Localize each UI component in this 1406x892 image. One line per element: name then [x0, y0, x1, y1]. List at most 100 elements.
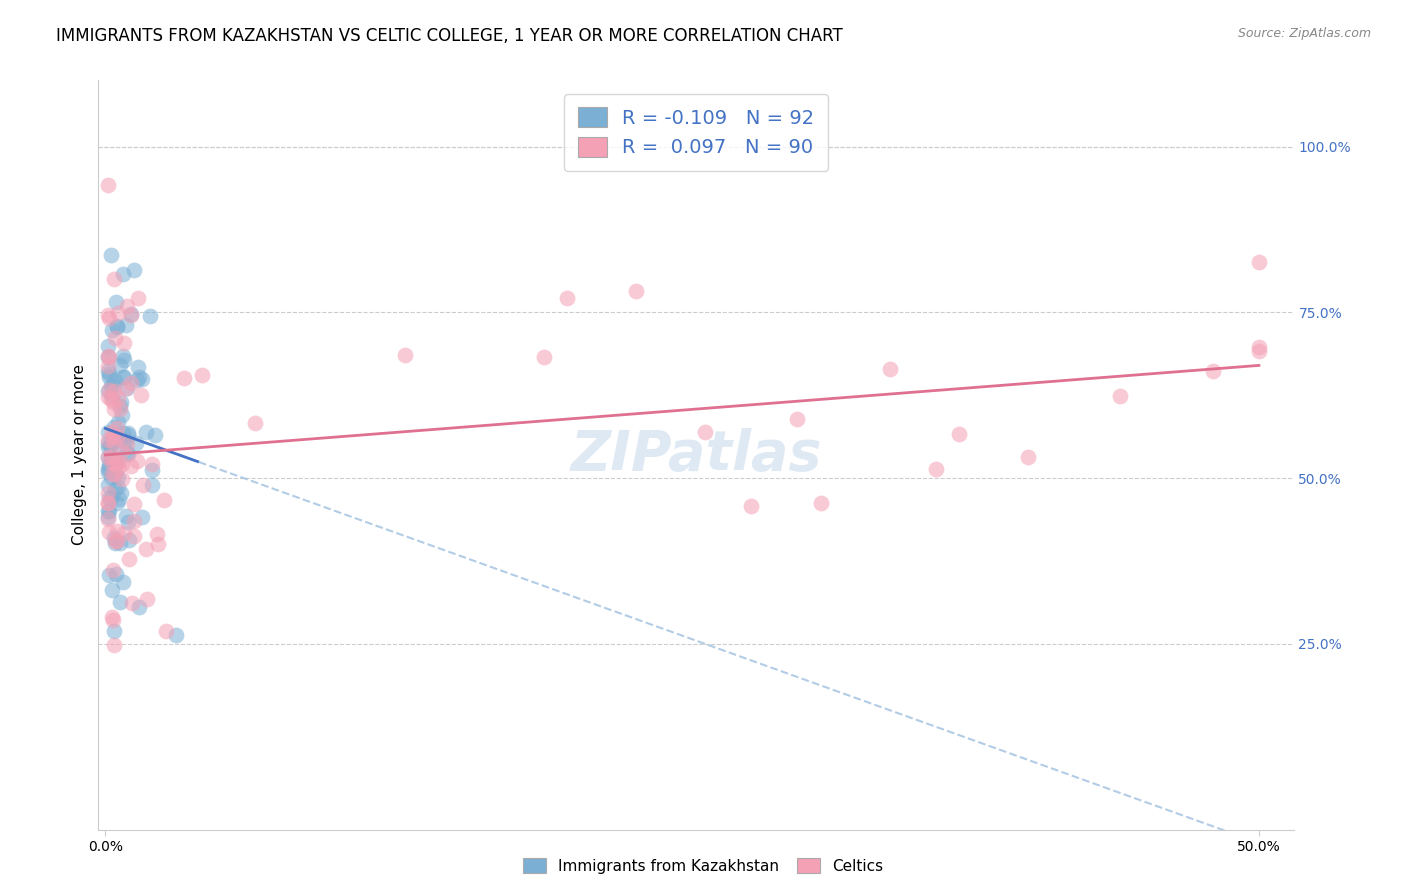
- Point: [111, 408, 134, 422]
- Point: [107, 306, 129, 320]
- Point: [97, 504, 120, 518]
- Point: [100, 449, 122, 463]
- Point: [111, 457, 134, 471]
- Point: [112, 426, 135, 441]
- Point: [155, 624, 177, 638]
- Point: [100, 425, 122, 439]
- Point: [533, 351, 555, 365]
- Point: [97, 486, 120, 500]
- Point: [97, 383, 120, 397]
- Point: [104, 295, 127, 310]
- Point: [115, 299, 138, 313]
- Point: [100, 437, 122, 451]
- Point: [135, 542, 157, 557]
- Point: [97, 363, 120, 377]
- Point: [105, 496, 128, 510]
- Point: [146, 537, 169, 551]
- Point: [101, 456, 124, 470]
- Point: [110, 485, 132, 500]
- Point: [128, 600, 150, 615]
- Point: [141, 478, 163, 492]
- Point: [97, 466, 120, 480]
- Point: [101, 389, 124, 403]
- Point: [122, 263, 145, 277]
- Point: [141, 463, 163, 477]
- Point: [1109, 389, 1132, 403]
- Point: [122, 529, 145, 543]
- Point: [948, 427, 970, 442]
- Point: [97, 450, 120, 464]
- Point: [131, 372, 153, 386]
- Text: Source: ZipAtlas.com: Source: ZipAtlas.com: [1237, 27, 1371, 40]
- Point: [191, 368, 214, 382]
- Point: [131, 510, 153, 524]
- Point: [128, 369, 150, 384]
- Point: [97, 512, 120, 526]
- Point: [97, 425, 120, 440]
- Point: [152, 492, 174, 507]
- Point: [740, 500, 762, 514]
- Point: [103, 614, 125, 628]
- Point: [117, 447, 139, 461]
- Point: [121, 596, 143, 610]
- Point: [112, 353, 135, 368]
- Point: [100, 470, 122, 484]
- Point: [115, 318, 138, 333]
- Point: [101, 583, 124, 598]
- Point: [139, 310, 162, 324]
- Point: [114, 433, 136, 447]
- Point: [105, 319, 128, 334]
- Point: [141, 457, 163, 471]
- Point: [100, 609, 122, 624]
- Point: [135, 425, 157, 439]
- Point: [98, 350, 121, 364]
- Point: [879, 362, 901, 376]
- Point: [97, 525, 120, 540]
- Point: [127, 453, 149, 467]
- Point: [125, 435, 148, 450]
- Point: [104, 456, 127, 470]
- Point: [103, 638, 125, 652]
- Point: [101, 563, 124, 577]
- Point: [110, 472, 132, 486]
- Point: [103, 531, 125, 545]
- Point: [136, 591, 159, 606]
- Point: [104, 533, 127, 548]
- Point: [104, 536, 127, 550]
- Point: [105, 534, 128, 549]
- Point: [107, 415, 129, 429]
- Point: [101, 434, 124, 448]
- Point: [115, 381, 138, 395]
- Point: [104, 482, 127, 496]
- Y-axis label: College, 1 year or more: College, 1 year or more: [72, 365, 87, 545]
- Point: [97, 496, 120, 510]
- Point: [111, 444, 134, 458]
- Point: [105, 320, 128, 334]
- Point: [108, 358, 131, 372]
- Point: [97, 504, 120, 518]
- Point: [97, 384, 120, 399]
- Point: [110, 394, 132, 409]
- Point: [97, 390, 120, 404]
- Point: [97, 178, 120, 192]
- Text: IMMIGRANTS FROM KAZAKHSTAN VS CELTIC COLLEGE, 1 YEAR OR MORE CORRELATION CHART: IMMIGRANTS FROM KAZAKHSTAN VS CELTIC COL…: [56, 27, 844, 45]
- Point: [124, 497, 146, 511]
- Point: [104, 466, 127, 480]
- Point: [115, 436, 138, 450]
- Point: [107, 455, 129, 469]
- Point: [925, 461, 948, 475]
- Point: [786, 411, 808, 425]
- Point: [117, 428, 139, 442]
- Legend: R = -0.109   N = 92, R =  0.097   N = 90: R = -0.109 N = 92, R = 0.097 N = 90: [564, 94, 828, 170]
- Point: [97, 436, 120, 450]
- Point: [107, 480, 129, 494]
- Point: [121, 307, 143, 321]
- Point: [103, 384, 125, 398]
- Point: [97, 441, 120, 455]
- Point: [97, 339, 120, 353]
- Point: [118, 551, 141, 566]
- Point: [97, 370, 120, 384]
- Point: [104, 452, 127, 467]
- Point: [394, 348, 416, 362]
- Point: [111, 349, 134, 363]
